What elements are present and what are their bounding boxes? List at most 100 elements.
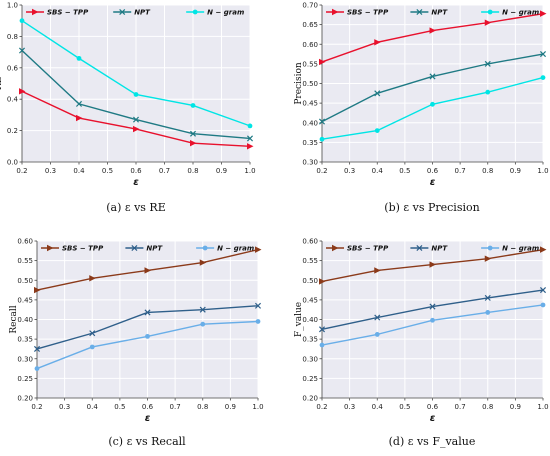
data-point [430, 317, 435, 323]
x-tick-label: 0.2 [16, 167, 27, 175]
series-2 [319, 75, 546, 142]
data-point [19, 88, 26, 95]
data-point [144, 267, 151, 274]
y-axis-title: Precision [294, 62, 304, 105]
y-tick-label: 0.30 [302, 159, 318, 167]
series-1 [318, 51, 547, 125]
figure-caption: (b) ε vs Precision [384, 201, 479, 214]
legend: SBS − TPP NPT N − gram [326, 245, 539, 253]
x-axis-title: ε [430, 413, 436, 424]
data-point [540, 10, 547, 17]
x-tick-label: 1.0 [252, 403, 263, 411]
chart-panel-3: 0.2 0.3 0.4 0.5 0.6 0.7 0.8 0.9 1.0 0.20 0.25 0.30 0… [294, 238, 549, 449]
x-tick-label: 0.5 [114, 403, 125, 411]
chart-panel-1: 0.2 0.3 0.4 0.5 0.6 0.7 0.8 0.9 1.0 0.30 0.35 0.40 0… [294, 2, 549, 215]
series-0 [319, 246, 547, 285]
data-point [374, 39, 381, 46]
legend-swatch-marker [47, 244, 54, 252]
y-tick-label: 0.45 [302, 296, 318, 304]
x-tick-label: 1.0 [537, 167, 548, 175]
y-tick-label: 0.30 [302, 355, 318, 363]
legend-swatch-marker [416, 244, 423, 252]
series-0 [34, 246, 262, 294]
data-point [485, 310, 491, 315]
y-tick-label: 0.30 [17, 355, 33, 363]
data-point [539, 287, 547, 294]
data-point [429, 27, 436, 34]
legend-label: N − gram [502, 245, 539, 253]
y-tick-label: 0.6 [7, 64, 19, 72]
data-point [254, 302, 262, 309]
y-tick-label: 0.8 [7, 33, 18, 41]
x-tick-label: 0.8 [187, 167, 198, 175]
y-tick-label: 0.55 [302, 60, 318, 68]
y-tick-label: 0.40 [302, 316, 318, 324]
series-1 [18, 47, 254, 142]
data-point [76, 114, 83, 122]
data-point [429, 73, 436, 80]
data-point [318, 326, 326, 333]
series-2 [19, 18, 253, 129]
figure-caption: (c) ε vs Recall [108, 435, 186, 448]
x-axis-title: ε [145, 413, 151, 424]
data-point [144, 309, 151, 316]
data-point [540, 75, 546, 81]
figure-caption: (d) ε vs F_value [389, 435, 476, 448]
data-point [255, 319, 261, 324]
chart-panel-2: 0.2 0.3 0.4 0.5 0.6 0.7 0.8 0.9 1.0 0.20 0.25 0.30 0… [9, 238, 264, 449]
legend-label: NPT [431, 245, 448, 253]
series-0 [319, 10, 547, 66]
x-tick-label: 0.2 [316, 403, 327, 411]
x-tick-label: 0.6 [130, 167, 142, 175]
y-tick-label: 0.55 [302, 257, 318, 265]
x-tick-label: 1.0 [244, 167, 255, 175]
data-point [190, 139, 197, 147]
legend-label: SBS − TPP [62, 245, 104, 253]
x-tick-label: 0.5 [102, 167, 113, 175]
data-point [484, 255, 492, 262]
data-point [318, 118, 326, 125]
legend-swatch-marker [487, 9, 493, 15]
y-tick-label: 0.60 [302, 41, 318, 49]
y-tick-label: 0.60 [17, 238, 33, 246]
x-tick-label: 0.7 [455, 167, 466, 175]
x-tick-label: 0.7 [159, 167, 170, 175]
x-tick-label: 0.6 [427, 403, 439, 411]
y-tick-label: 0.20 [302, 395, 318, 403]
y-tick-label: 0.40 [302, 119, 318, 127]
x-tick-label: 0.9 [510, 403, 521, 411]
data-point [89, 275, 96, 282]
data-point [247, 123, 253, 129]
x-tick-label: 0.2 [316, 167, 327, 175]
y-tick-label: 0.25 [302, 375, 318, 383]
y-tick-label: 0.45 [17, 296, 33, 304]
x-tick-label: 0.9 [225, 403, 236, 411]
data-point [255, 246, 262, 253]
y-tick-label: 0.2 [7, 127, 18, 135]
x-tick-label: 0.3 [45, 167, 56, 175]
data-point [374, 332, 380, 337]
y-tick-label: 0.40 [17, 316, 33, 324]
x-tick-label: 0.8 [482, 403, 493, 411]
data-point [485, 89, 491, 95]
legend-label: NPT [431, 9, 448, 17]
data-point [132, 116, 140, 123]
x-tick-label: 0.2 [31, 403, 42, 411]
data-point [19, 18, 25, 24]
legend-label: NPT [146, 245, 163, 253]
legend: SBS − TPP NPT N − gram [26, 9, 244, 17]
x-tick-label: 0.4 [73, 167, 85, 175]
series-1 [318, 287, 547, 333]
legend-label: N − gram [502, 9, 539, 17]
data-point [200, 321, 206, 327]
x-tick-label: 0.8 [482, 167, 493, 175]
legend-swatch-marker [202, 245, 208, 251]
x-tick-label: 0.9 [510, 167, 521, 175]
data-point [539, 51, 547, 58]
data-point [484, 294, 491, 301]
x-tick-label: 0.9 [216, 167, 227, 175]
series-1 [33, 302, 262, 352]
y-tick-label: 0.4 [7, 96, 19, 104]
data-point [199, 259, 207, 266]
data-point [145, 333, 150, 339]
